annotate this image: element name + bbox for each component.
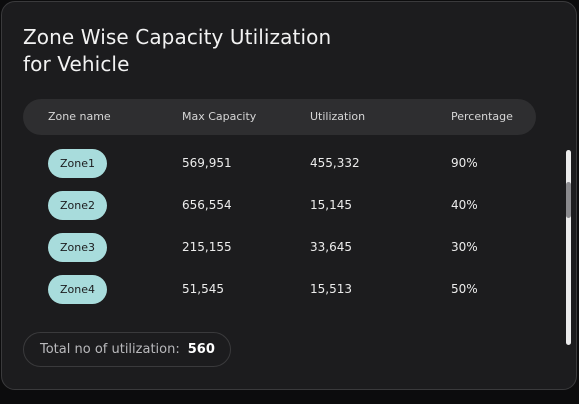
utilization-cell: 455,332 xyxy=(310,156,360,170)
utilization-cell: 33,645 xyxy=(310,240,352,254)
vertical-scrollbar[interactable] xyxy=(566,150,571,345)
percentage-cell: 50% xyxy=(451,282,478,296)
max-capacity-cell: 215,155 xyxy=(182,240,232,254)
card-title: Zone Wise Capacity Utilization for Vehic… xyxy=(23,24,363,78)
table-row[interactable]: Zone2 656,554 15,145 40% xyxy=(23,191,543,221)
card-title-line2: for Vehicle xyxy=(23,52,130,76)
total-utilization-summary: Total no of utilization: 560 xyxy=(23,332,231,367)
percentage-cell: 90% xyxy=(451,156,478,170)
percentage-cell: 40% xyxy=(451,198,478,212)
header-percentage: Percentage xyxy=(451,110,513,123)
table-row[interactable]: Zone3 215,155 33,645 30% xyxy=(23,233,543,263)
header-utilization: Utilization xyxy=(310,110,366,123)
header-max-capacity: Max Capacity xyxy=(182,110,257,123)
table-header: Zone name Max Capacity Utilization Perce… xyxy=(23,99,536,135)
max-capacity-cell: 51,545 xyxy=(182,282,224,296)
percentage-cell: 30% xyxy=(451,240,478,254)
card-title-line1: Zone Wise Capacity Utilization xyxy=(23,25,332,49)
zone-badge[interactable]: Zone4 xyxy=(48,275,107,304)
header-zone-name: Zone name xyxy=(48,110,111,123)
total-utilization-label: Total no of utilization: xyxy=(40,342,180,357)
table-row[interactable]: Zone1 569,951 455,332 90% xyxy=(23,149,543,179)
scrollbar-thumb[interactable] xyxy=(566,182,571,218)
max-capacity-cell: 569,951 xyxy=(182,156,232,170)
total-utilization-value: 560 xyxy=(187,342,215,357)
zone-capacity-card: Zone Wise Capacity Utilization for Vehic… xyxy=(1,1,577,390)
utilization-cell: 15,145 xyxy=(310,198,352,212)
utilization-cell: 15,513 xyxy=(310,282,352,296)
max-capacity-cell: 656,554 xyxy=(182,198,232,212)
table-row[interactable]: Zone4 51,545 15,513 50% xyxy=(23,275,543,305)
zone-badge[interactable]: Zone1 xyxy=(48,149,107,178)
zone-badge[interactable]: Zone3 xyxy=(48,233,107,262)
zone-badge[interactable]: Zone2 xyxy=(48,191,107,220)
